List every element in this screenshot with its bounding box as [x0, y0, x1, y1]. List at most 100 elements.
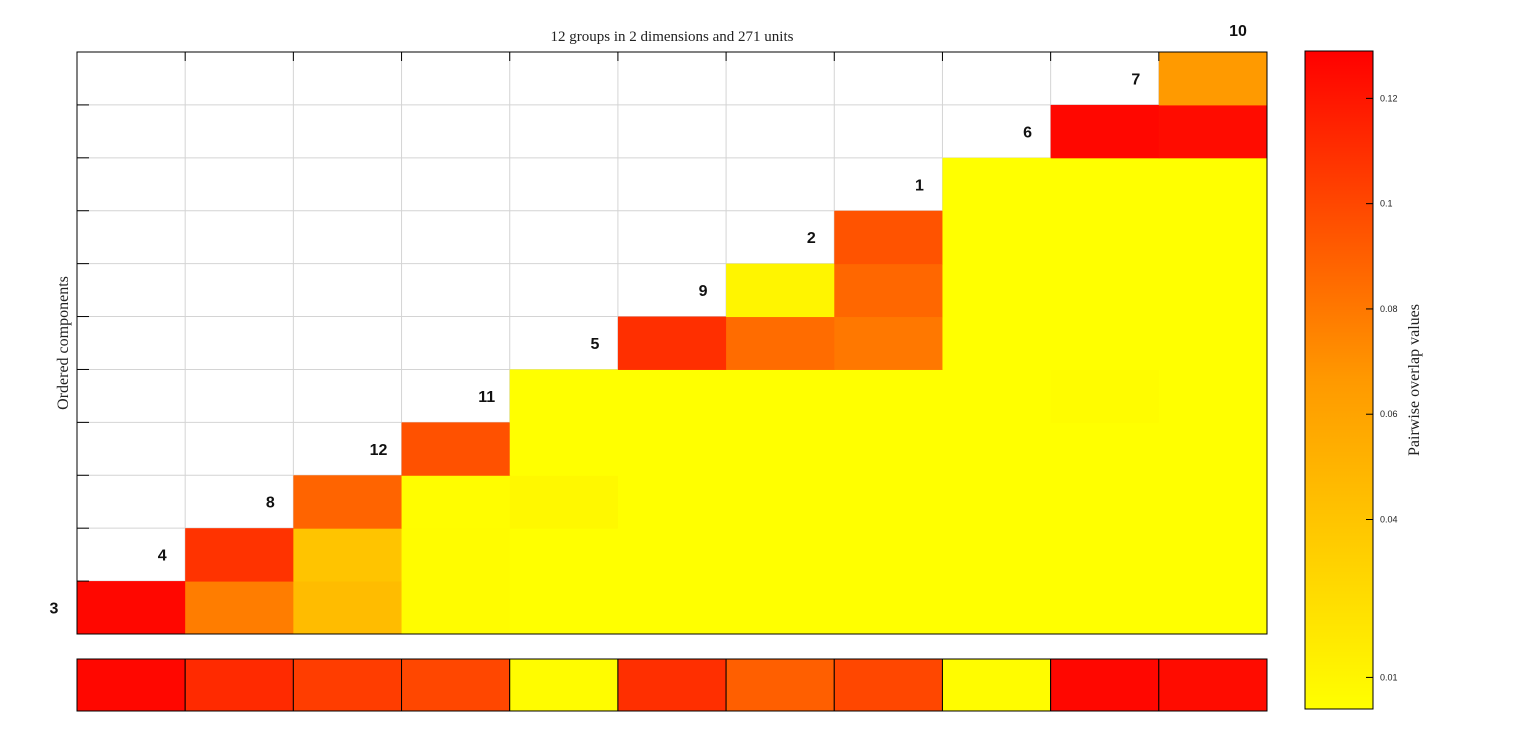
y-axis-label: Ordered components [55, 276, 72, 410]
heatmap-cell [1050, 581, 1160, 635]
bottom-bar-cell [725, 658, 835, 712]
bottom-bar-cell [833, 658, 943, 712]
heatmap-cell [1050, 104, 1160, 159]
group-label: 7 [1131, 71, 1140, 88]
heatmap-cells [77, 52, 1268, 635]
heatmap-cell [617, 422, 727, 476]
heatmap-cell [1158, 581, 1268, 635]
bottom-bar-cell [509, 658, 619, 712]
bottom-bar-cell [617, 658, 727, 712]
colorbar-tick-label: 0.12 [1380, 93, 1398, 103]
bottom-bar-cell [941, 658, 1052, 712]
bottom-bar-cell [1050, 658, 1160, 712]
heatmap-cell [617, 316, 727, 370]
chart-title: 12 groups in 2 dimensions and 271 units [551, 29, 794, 45]
heatmap-cell [401, 475, 511, 529]
group-label: 8 [266, 495, 275, 512]
heatmap-cell [401, 581, 511, 635]
bottom-bar [76, 658, 1268, 712]
heatmap-cell [1158, 369, 1268, 423]
colorbar-ticks: 0.01 0.04 0.06 0.08 0.1 0.12 [1366, 93, 1398, 682]
heatmap-cell [185, 581, 294, 635]
heatmap-cell [834, 263, 943, 318]
heatmap-cell [617, 369, 727, 423]
heatmap-cell [617, 528, 727, 582]
heatmap-cell [942, 581, 1052, 635]
heatmap-cell [185, 528, 294, 582]
heatmap-cell [509, 581, 619, 635]
heatmap-cell [1158, 52, 1268, 106]
heatmap-cell [509, 422, 619, 476]
group-labels: 3 4 8 12 11 5 9 2 1 6 7 10 [50, 23, 1247, 618]
heatmap-cell [509, 475, 619, 529]
colorbar-tick-label: 0.01 [1380, 672, 1398, 682]
heatmap-cell [1158, 422, 1268, 476]
colorbar [1304, 50, 1374, 710]
heatmap-cell [1050, 528, 1160, 582]
heatmap-cell [942, 528, 1052, 582]
heatmap-cell [1050, 210, 1160, 265]
colorbar-label: Pairwise overlap values [1406, 304, 1423, 456]
group-label: 5 [590, 336, 599, 353]
heatmap-cell [1158, 528, 1268, 582]
heatmap-cell [942, 475, 1052, 529]
heatmap-cell [1050, 316, 1160, 370]
heatmap-cell [942, 157, 1052, 212]
heatmap-cell [617, 581, 727, 635]
heatmap-cell [1050, 475, 1160, 529]
heatmap-cell [726, 475, 835, 529]
y-axis-ticks [77, 52, 1160, 582]
heatmap-cell [401, 528, 511, 582]
heatmap-cell [293, 528, 403, 582]
heatmap-cell [293, 581, 403, 635]
plot-frame [76, 51, 1268, 635]
colorbar-tick-label: 0.04 [1380, 514, 1398, 524]
group-label: 10 [1229, 23, 1247, 40]
bottom-bar-cell [76, 658, 186, 712]
group-label: 11 [478, 389, 495, 406]
heatmap-cell [293, 475, 403, 529]
heatmap-cell [726, 422, 835, 476]
heatmap-cell [942, 263, 1052, 318]
group-label: 9 [699, 283, 708, 300]
heatmap-cell [1158, 210, 1268, 265]
heatmap-cell [942, 316, 1052, 370]
colorbar-tick-label: 0.06 [1380, 409, 1398, 419]
heatmap-cell [726, 316, 835, 370]
heatmap-cell [834, 581, 943, 635]
heatmap-cell [942, 369, 1052, 423]
heatmap-cell [1158, 157, 1268, 212]
heatmap-cell [726, 369, 835, 423]
heatmap-cell [1158, 104, 1268, 159]
heatmap-cell [834, 210, 943, 265]
heatmap-cell [942, 422, 1052, 476]
group-label: 1 [915, 177, 924, 194]
heatmap-cell [1158, 316, 1268, 370]
heatmap-cell [1158, 475, 1268, 529]
bottom-bar-cell [184, 658, 294, 712]
group-label: 6 [1023, 124, 1032, 141]
heatmap-cell [834, 528, 943, 582]
heatmap-cell [1050, 369, 1160, 423]
group-label: 3 [50, 601, 59, 618]
heatmap-cell [726, 263, 835, 318]
heatmap-cell [1158, 263, 1268, 318]
colorbar-tick-label: 0.08 [1380, 304, 1398, 314]
heatmap-cell [942, 210, 1052, 265]
heatmap-cell [77, 581, 186, 635]
heatmap-cell [617, 475, 727, 529]
group-label: 4 [158, 548, 167, 565]
heatmap-cell [726, 528, 835, 582]
heatmap-cell [834, 422, 943, 476]
heatmap-cell [726, 581, 835, 635]
heatmap-cell [834, 369, 943, 423]
heatmap-cell [509, 528, 619, 582]
heatmap-cell [401, 422, 511, 476]
bottom-bar-cell [292, 658, 403, 712]
colorbar-tick-label: 0.1 [1380, 199, 1393, 209]
bottom-bar-cell [401, 658, 511, 712]
group-label: 12 [370, 442, 388, 459]
heatmap-cell [1050, 422, 1160, 476]
heatmap-cell [509, 369, 619, 423]
